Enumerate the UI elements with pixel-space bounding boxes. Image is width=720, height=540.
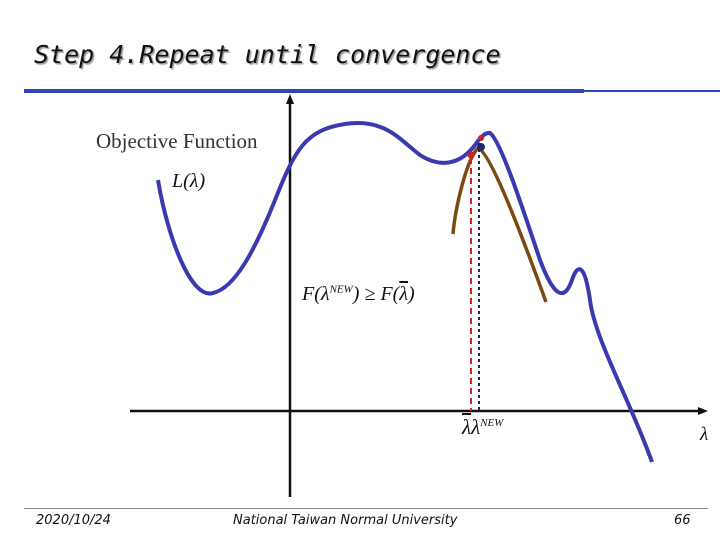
objective-curve	[156, 121, 654, 463]
objective-function-label: Objective Function	[96, 129, 258, 153]
lambda-bar-marker	[467, 151, 475, 159]
lambda-new-sup: NEW	[480, 417, 504, 429]
title-underline-thick	[24, 89, 584, 93]
lambda-new-marker-top	[478, 135, 484, 141]
x-axis-arrowhead	[698, 407, 708, 415]
rhs-fn: F	[380, 283, 393, 305]
curve-label-L: L(λ)	[172, 170, 206, 192]
lhs-fn: F	[302, 283, 315, 305]
curve-arg: λ	[189, 170, 199, 192]
page-number: 66	[674, 513, 691, 528]
footer-divider	[24, 508, 708, 509]
lambda-new-label: λ	[471, 415, 481, 439]
curve-symbol: L	[172, 170, 184, 192]
title-underline-thin	[584, 90, 720, 92]
footer-date: 2020/10/24	[36, 513, 111, 528]
auxiliary-curve	[451, 145, 548, 303]
x-axis-label: λ	[700, 424, 709, 445]
lambda-marks-label: λλNEW	[462, 415, 503, 440]
rhs-arg: λ	[399, 283, 409, 305]
lambda-bar-label: λ	[462, 415, 472, 439]
lhs-sup: NEW	[329, 283, 353, 296]
title-underline	[24, 89, 720, 93]
inequality-label: F(λNEW) ≥ F(λ)	[302, 283, 415, 305]
slide-title: Step 4.Repeat until convergence	[34, 40, 501, 69]
footer-institution: National Taiwan Normal University	[233, 513, 458, 528]
lhs-arg: λ	[320, 283, 330, 305]
lambda-new-marker	[477, 143, 485, 151]
inequality-operator: ≥	[364, 283, 376, 305]
y-axis-arrowhead	[286, 94, 294, 104]
